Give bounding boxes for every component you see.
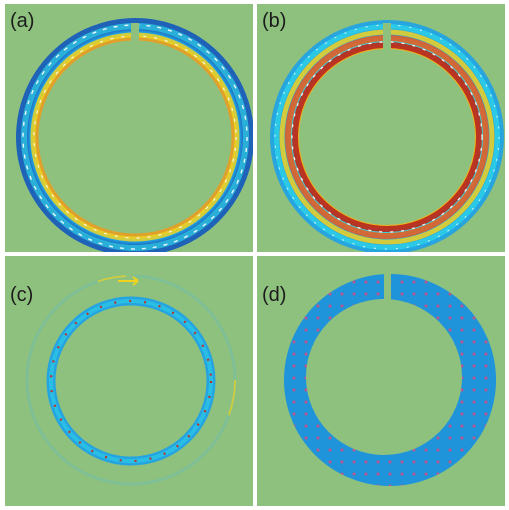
panel-c-red-vectors <box>49 299 213 463</box>
panel-b-gap <box>383 23 391 57</box>
panel-d-inner-hole <box>306 299 462 455</box>
panel-a: (a) <box>10 10 254 256</box>
panel-c-top-arrow-head <box>132 276 139 286</box>
panel-c: (c) <box>10 274 237 486</box>
gutter-horizontal <box>0 252 509 256</box>
panel-b-vector-overlay <box>291 41 483 233</box>
panel-a-label: (a) <box>10 10 34 32</box>
panel-d: (d) <box>262 274 496 486</box>
panel-c-bg <box>5 256 253 506</box>
panel-b: (b) <box>262 10 504 254</box>
panel-a-vector-overlay <box>22 24 248 250</box>
panel-a-gap <box>131 23 139 57</box>
panel-b-vector-overlay-2 <box>274 24 500 250</box>
panel-d-gap <box>384 274 391 304</box>
panel-c-label: (c) <box>10 284 33 306</box>
panel-d-label: (d) <box>262 284 286 306</box>
panel-b-label: (b) <box>262 10 286 32</box>
